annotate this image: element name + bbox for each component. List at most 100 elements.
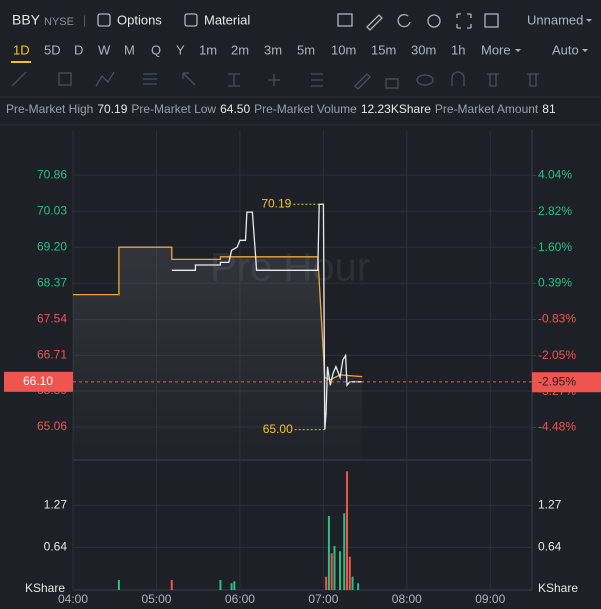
material-button[interactable]: Material	[204, 12, 250, 27]
y2-tick-label: 1.27	[538, 498, 562, 512]
last-price-label: 66.10	[23, 374, 53, 388]
tool-magnet	[451, 71, 465, 86]
exchange: NYSE	[44, 16, 74, 28]
period-tab[interactable]: W	[98, 42, 111, 57]
y-axis-label: KShare	[25, 581, 65, 595]
last-change-tag	[532, 372, 601, 393]
tool-text	[228, 73, 240, 87]
x-tick-label: 04:00	[58, 592, 88, 606]
volume-bar	[170, 580, 173, 590]
fullscreen-icon[interactable]	[456, 13, 472, 29]
y-tick-label: 70.03	[37, 203, 67, 217]
y-tick-label: 68.37	[37, 275, 67, 289]
tool-measure	[268, 74, 280, 86]
caret	[582, 49, 588, 52]
period-tab[interactable]: 10m	[331, 42, 356, 57]
y2-tick-label: 1.60%	[538, 240, 572, 254]
period-tab[interactable]: Q	[151, 42, 161, 57]
tool-pen	[354, 73, 371, 90]
volume-bar	[333, 546, 336, 590]
period-tab[interactable]: 2m	[231, 42, 249, 57]
tool-clear	[527, 73, 539, 87]
refresh-icon[interactable]	[397, 13, 411, 28]
period-tab[interactable]: More	[481, 42, 511, 57]
material-icon[interactable]	[184, 13, 198, 27]
period-tab[interactable]: 1h	[451, 42, 465, 57]
info-label: Pre-Market High	[6, 102, 93, 116]
annotation-label: 70.19	[261, 196, 291, 210]
volume-bar	[233, 581, 236, 590]
indicator-icon[interactable]	[337, 13, 353, 27]
tool-wave	[95, 71, 115, 87]
tool-fib	[143, 73, 157, 85]
symbol[interactable]: BBY	[12, 12, 41, 28]
y-tick-label: 66.71	[37, 348, 67, 362]
caret	[515, 49, 521, 52]
y2-tick-label: 0.64	[538, 540, 562, 554]
x-tick-label: 09:00	[475, 592, 505, 606]
volume-bar	[351, 576, 354, 590]
info-value: 64.50	[220, 102, 250, 116]
y-tick-label: 70.86	[37, 167, 67, 181]
annotation-label: 65.00	[263, 422, 293, 436]
draw-icon[interactable]	[366, 14, 383, 31]
drawing-tools	[11, 71, 539, 90]
options-icon[interactable]	[97, 13, 111, 27]
period-tab[interactable]: 1D	[13, 42, 30, 57]
tool-lock	[385, 78, 399, 89]
tool-arrow	[182, 72, 196, 86]
y2-tick-label: -4.48%	[538, 420, 576, 434]
y-tick-label: 69.20	[37, 239, 67, 253]
volume-bar	[346, 471, 349, 590]
period-tab[interactable]: M	[124, 42, 135, 57]
x-tick-label: 05:00	[141, 592, 171, 606]
period-tab[interactable]: D	[74, 42, 83, 57]
scale-mode[interactable]: Auto	[552, 42, 579, 57]
tool-eye	[416, 74, 434, 86]
y-tick-label: 0.64	[44, 540, 68, 554]
settings-icon[interactable]	[427, 14, 441, 28]
info-value: 12.23KShare	[361, 102, 431, 116]
tool-trash	[487, 73, 499, 87]
y-tick-label: 67.54	[37, 311, 67, 325]
layout-icon[interactable]	[484, 13, 499, 28]
tool-list	[311, 73, 323, 87]
y2-tick-label: 4.04%	[538, 168, 572, 182]
info-bar: Pre-Market High 70.19 Pre-Market Low 64.50 P…	[6, 102, 556, 116]
period-tab[interactable]: 30m	[411, 42, 436, 57]
volume-bar	[219, 580, 222, 590]
y2-tick-label: -2.05%	[538, 348, 576, 362]
info-value: 81	[542, 102, 556, 116]
x-tick-label: 07:00	[308, 592, 338, 606]
options-button[interactable]: Options	[117, 12, 162, 27]
period-tabs: 1D 5D D W M Q Y 1m 2m 3m 5m 10m 15m 30m 1h More	[11, 42, 521, 63]
period-tab[interactable]: 5m	[297, 42, 315, 57]
volume-bar	[357, 583, 360, 590]
volume-bar	[325, 576, 328, 590]
y-tick-label: 1.27	[44, 498, 68, 512]
price-area	[73, 247, 363, 460]
volume-bar	[327, 516, 330, 590]
info-value: 70.19	[97, 102, 127, 116]
period-tab[interactable]: 3m	[264, 42, 282, 57]
layout-name[interactable]: Unnamed	[527, 12, 583, 27]
x-tick-label: 06:00	[225, 592, 255, 606]
period-tab[interactable]: 5D	[44, 42, 61, 57]
separator: |	[83, 13, 86, 27]
y-tick-label: 65.06	[37, 419, 67, 433]
period-tab[interactable]: 1m	[199, 42, 217, 57]
x-tick-label: 08:00	[392, 592, 422, 606]
volume-bar	[348, 556, 351, 590]
price-line	[171, 203, 363, 430]
tool-rect	[58, 72, 72, 86]
last-price-tag	[4, 371, 73, 392]
volume-bar	[230, 583, 233, 590]
period-tab[interactable]: 15m	[371, 42, 396, 57]
last-change-label: -2.95%	[538, 374, 576, 388]
y2-tick-label: 0.39%	[538, 276, 572, 290]
tool-line	[11, 71, 27, 87]
y2-axis-label: KShare	[538, 581, 578, 595]
info-label: Pre-Market Low	[131, 102, 216, 116]
period-tab[interactable]: Y	[176, 42, 185, 57]
volume-bar	[117, 580, 120, 590]
